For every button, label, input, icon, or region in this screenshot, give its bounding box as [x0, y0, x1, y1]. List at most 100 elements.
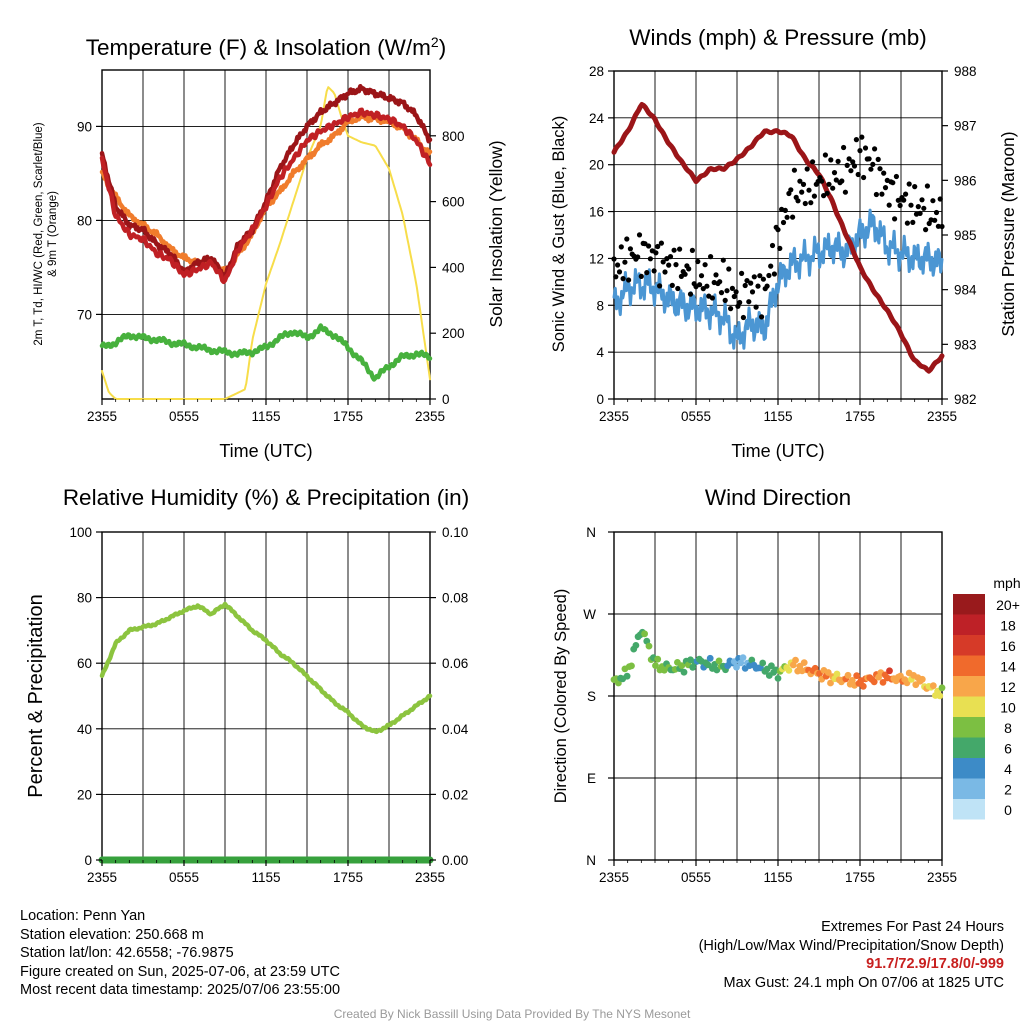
gust-point: [917, 210, 923, 216]
gust-point: [695, 258, 701, 265]
temperature-panel: Temperature (F) & Insolation (W/m2) 2355…: [33, 34, 506, 461]
gust-point: [746, 299, 752, 305]
gust-point: [755, 283, 761, 289]
gust-point: [851, 163, 858, 169]
gust-point: [850, 159, 856, 165]
gust-point: [886, 202, 892, 208]
gust-point: [826, 181, 832, 187]
gust-point: [804, 166, 810, 172]
gust-point: [833, 177, 839, 183]
humidity-xtick-label: 1155: [251, 870, 280, 885]
wind-line: [612, 208, 944, 350]
direction-xtick-label: 0555: [681, 870, 711, 885]
gust-point: [824, 190, 830, 196]
direction-point: [733, 663, 740, 671]
gust-point: [930, 198, 936, 204]
humidity-xtick-label: 2355: [415, 870, 445, 885]
gust-point: [768, 263, 774, 269]
gust-point: [795, 198, 801, 204]
gust-point: [766, 272, 772, 279]
gust-point: [799, 189, 805, 195]
gust-point: [737, 299, 743, 306]
extremes-title: Extremes For Past 24 Hours: [821, 919, 1004, 935]
gust-point: [751, 274, 757, 280]
gust-point: [702, 262, 708, 268]
gust-point: [866, 156, 872, 162]
gust-point: [859, 134, 865, 140]
humidity-ytick-label-left: 60: [77, 656, 92, 671]
gust-point: [868, 166, 874, 172]
figure-created: Figure created on Sun, 2025-07-06, at 23…: [20, 963, 340, 980]
temperature-ylabel-left-line1: 2m T, Td, HI/WC (Red, Green, Scarlet/Blu…: [33, 122, 45, 345]
gust-point: [893, 173, 900, 180]
direction-ytick-label: N: [586, 853, 596, 868]
gust-point: [921, 205, 927, 211]
gust-point: [708, 254, 714, 260]
direction-point: [737, 659, 745, 667]
gust-point: [919, 197, 925, 203]
direction-point: [768, 662, 775, 670]
gust-point: [901, 197, 907, 203]
winds-ytick-label-left: 20: [589, 158, 604, 173]
gust-point: [669, 282, 675, 288]
temperature-series: [99, 83, 433, 400]
direction-point: [680, 668, 688, 676]
winds-ticks: 2355 0555 1155 1755 2355 0 4 8 12 16 20 24 28 982 983 9…: [589, 64, 977, 424]
winds-ytick-label-right: 987: [954, 119, 977, 134]
gust-point: [895, 197, 901, 203]
direction-xtick-label: 1755: [845, 870, 875, 885]
direction-point: [785, 667, 793, 674]
colorbar-label: 0: [1004, 802, 1012, 818]
temperature-ytick-label-right: 0: [442, 392, 450, 407]
direction-point: [870, 678, 878, 686]
gust-point: [657, 283, 663, 289]
temperature-ytick-label-right: 600: [442, 195, 465, 210]
gust-point: [627, 246, 634, 252]
gust-point: [791, 167, 798, 173]
gust-point: [811, 193, 818, 199]
colorbar-swatch: [953, 737, 985, 758]
direction-point: [792, 656, 799, 664]
winds-ytick-label-left: 8: [596, 298, 604, 313]
direction-legend-title: mph: [993, 575, 1020, 591]
colorbar-label: 20+: [996, 597, 1020, 613]
pressure-line: [611, 102, 945, 374]
gust-point: [890, 180, 896, 186]
direction-point: [623, 672, 631, 680]
gust-point: [790, 214, 796, 220]
direction-point: [654, 655, 662, 663]
extremes-subtitle: (High/Low/Max Wind/Precipitation/Snow De…: [698, 937, 1004, 954]
extremes-values: 91.7/72.9/17.8/0/-999: [866, 956, 1004, 973]
colorbar-swatch: [953, 696, 985, 717]
winds-ytick-label-right: 985: [954, 228, 977, 243]
gust-point: [897, 202, 903, 209]
colorbar-label: 14: [1000, 659, 1016, 675]
direction-ytick-label: E: [587, 771, 596, 786]
gust-point: [749, 289, 756, 295]
winds-ylabel-left: Sonic Wind & Gust (Blue, Black): [550, 116, 568, 353]
gust-point: [613, 274, 619, 280]
gust-point: [682, 271, 688, 277]
colorbar-label: 8: [1004, 720, 1012, 736]
gust-point: [675, 285, 681, 292]
winds-xlabel: Time (UTC): [731, 441, 824, 461]
gust-point: [844, 162, 850, 168]
gust-point: [782, 207, 788, 213]
gust-point: [748, 280, 754, 286]
colorbar-swatch: [953, 614, 985, 635]
gust-point: [835, 158, 841, 164]
colorbar-swatch: [953, 594, 985, 615]
gust-point: [733, 289, 739, 295]
gust-point: [904, 220, 911, 226]
gust-point: [673, 262, 679, 268]
direction-ytick-label: W: [583, 607, 596, 622]
gust-point: [689, 247, 696, 253]
gust-point: [686, 266, 692, 272]
direction-point: [886, 667, 893, 675]
direction-point: [929, 682, 937, 690]
gust-point: [819, 178, 825, 184]
temperature-title: Temperature (F) & Insolation (W/m2): [86, 34, 446, 60]
temperature-ytick-label-right: 400: [442, 260, 465, 275]
direction-grid: [614, 532, 942, 860]
direction-xtick-label: 1155: [763, 870, 792, 885]
